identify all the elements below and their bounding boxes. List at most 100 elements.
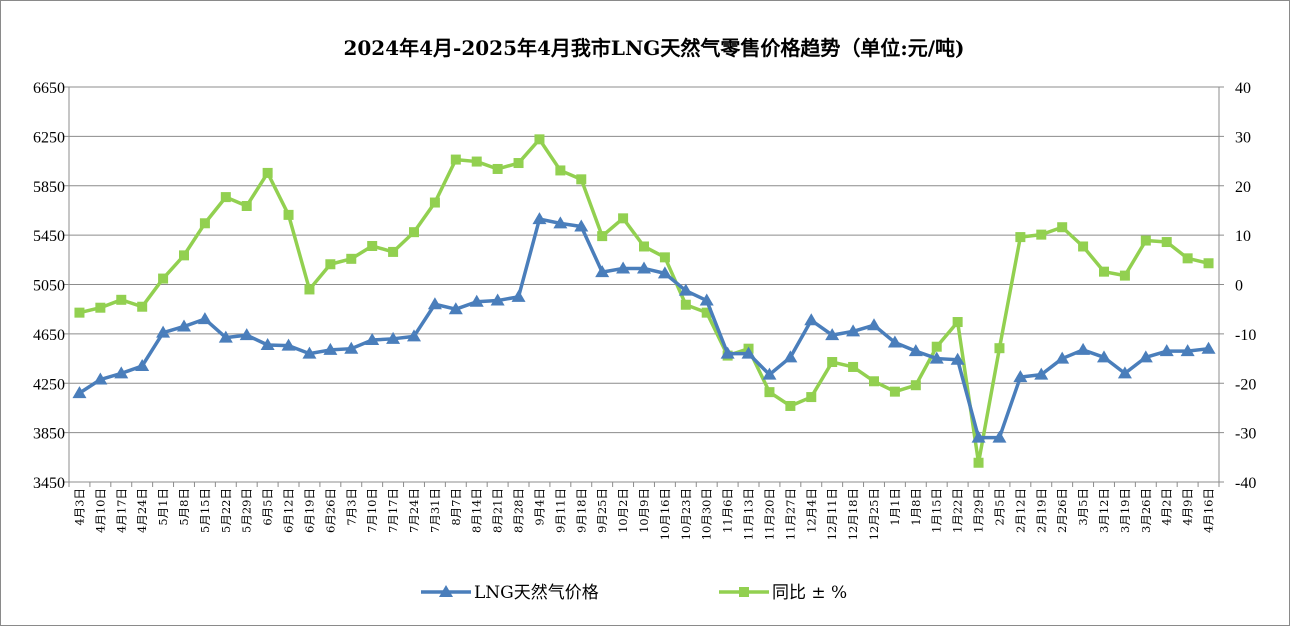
x-tick-label: 11月13日 <box>742 488 756 540</box>
x-tick-label: 8月21日 <box>491 488 505 533</box>
data-point-triangle <box>532 212 547 225</box>
x-tick-label: 10月30日 <box>700 488 714 540</box>
x-tick-label: 5月29日 <box>240 488 254 533</box>
x-tick-label: 4月16日 <box>1202 488 1216 533</box>
data-point-square <box>764 387 775 398</box>
data-point-square <box>785 400 796 411</box>
data-point-square <box>179 250 189 261</box>
data-point-square <box>304 284 315 295</box>
data-point-triangle <box>1159 344 1174 357</box>
x-tick-label: 10月23日 <box>679 488 693 540</box>
data-point-triangle <box>114 366 129 379</box>
x-tick-label: 3月26日 <box>1139 488 1153 533</box>
x-tick-label: 11月6日 <box>721 488 735 533</box>
data-point-square <box>220 192 231 203</box>
x-tick-label: 2月12日 <box>1013 488 1027 533</box>
data-point-square <box>241 200 252 211</box>
x-tick-label: 9月25日 <box>595 488 609 533</box>
y-left-tick-label: 4250 <box>33 376 65 393</box>
data-point-square <box>1182 253 1193 264</box>
data-point-square <box>1036 229 1047 240</box>
data-point-triangle <box>825 328 840 341</box>
y-right-tick-label: -10 <box>1235 327 1256 344</box>
data-point-triangle <box>1076 342 1091 355</box>
data-point-square <box>994 343 1005 354</box>
x-tick-label: 7月3日 <box>344 488 358 526</box>
data-point-triangle <box>616 261 631 274</box>
data-point-triangle <box>595 265 610 278</box>
data-point-square <box>639 241 649 252</box>
data-point-triangle <box>741 346 756 359</box>
data-point-triangle <box>574 219 589 232</box>
data-point-triangle <box>469 294 484 307</box>
x-tick-label: 4月3日 <box>72 488 86 526</box>
data-point-square <box>827 357 838 368</box>
data-point-square <box>325 259 336 270</box>
x-tick-label: 6月26日 <box>323 488 337 533</box>
data-point-triangle <box>1034 367 1049 380</box>
data-point-triangle <box>260 337 275 350</box>
data-point-square <box>806 392 817 403</box>
data-point-triangle <box>846 324 861 337</box>
data-point-triangle <box>762 367 777 380</box>
data-point-square <box>618 213 629 224</box>
data-point-triangle <box>93 372 108 385</box>
x-tick-label: 1月8日 <box>909 488 923 526</box>
data-point-square <box>1099 266 1109 277</box>
data-point-triangle <box>177 319 191 332</box>
data-point-square <box>973 457 984 468</box>
x-tick-label: 5月15日 <box>198 488 212 533</box>
x-tick-label: 4月10日 <box>93 488 107 533</box>
x-tick-label: 3月19日 <box>1118 488 1132 533</box>
data-point-square <box>1203 258 1214 269</box>
y-right-tick-label: -40 <box>1235 475 1256 492</box>
x-tick-label: 6月12日 <box>282 488 296 533</box>
x-tick-label: 2月5日 <box>992 488 1006 526</box>
data-point-square <box>262 167 273 178</box>
data-point-triangle <box>1013 370 1028 383</box>
series-layer <box>72 134 1216 468</box>
data-point-triangle <box>427 297 442 310</box>
data-point-square <box>659 252 670 263</box>
data-point-triangle <box>323 342 338 355</box>
x-tick-label: 8月7日 <box>449 488 463 526</box>
data-point-triangle <box>448 302 463 315</box>
data-point-triangle <box>511 289 526 302</box>
x-tick-label: 6月19日 <box>302 488 316 533</box>
data-point-square <box>388 246 399 257</box>
x-tick-label: 10月9日 <box>637 488 651 533</box>
data-point-square <box>869 376 879 387</box>
data-point-triangle <box>1138 350 1153 363</box>
data-point-square <box>701 307 712 318</box>
y-left-tick-label: 3450 <box>33 475 65 492</box>
y-left-tick-label: 5050 <box>33 278 65 295</box>
data-point-triangle <box>135 358 150 371</box>
x-tick-label: 12月4日 <box>804 488 818 533</box>
y-left-tick-label: 5450 <box>33 228 65 245</box>
x-tick-label: 5月22日 <box>219 488 233 533</box>
data-point-square <box>739 587 749 597</box>
data-point-triangle <box>239 328 254 341</box>
data-point-triangle <box>971 430 986 443</box>
data-point-square <box>848 361 859 372</box>
x-tick-label: 7月10日 <box>365 488 379 533</box>
y-right-tick-label: 40 <box>1235 80 1251 97</box>
data-point-square <box>597 231 608 242</box>
x-tick-label: 12月18日 <box>846 488 860 540</box>
x-tick-label: 9月18日 <box>574 488 588 533</box>
data-point-triangle <box>156 325 171 338</box>
x-tick-label: 1月1日 <box>888 488 902 526</box>
data-point-triangle <box>1180 344 1195 357</box>
data-point-triangle <box>783 350 798 363</box>
x-tick-label: 12月11日 <box>825 488 839 540</box>
data-point-triangle <box>678 283 693 296</box>
data-point-triangle <box>281 338 296 351</box>
data-point-triangle <box>699 293 714 306</box>
data-point-triangle <box>887 335 902 348</box>
y-right-tick-label: 20 <box>1235 179 1251 196</box>
x-tick-label: 7月24日 <box>407 488 421 533</box>
data-point-square <box>1057 222 1068 233</box>
y-right-tick-label: 30 <box>1235 129 1251 146</box>
x-tick-label: 3月5日 <box>1076 488 1090 526</box>
